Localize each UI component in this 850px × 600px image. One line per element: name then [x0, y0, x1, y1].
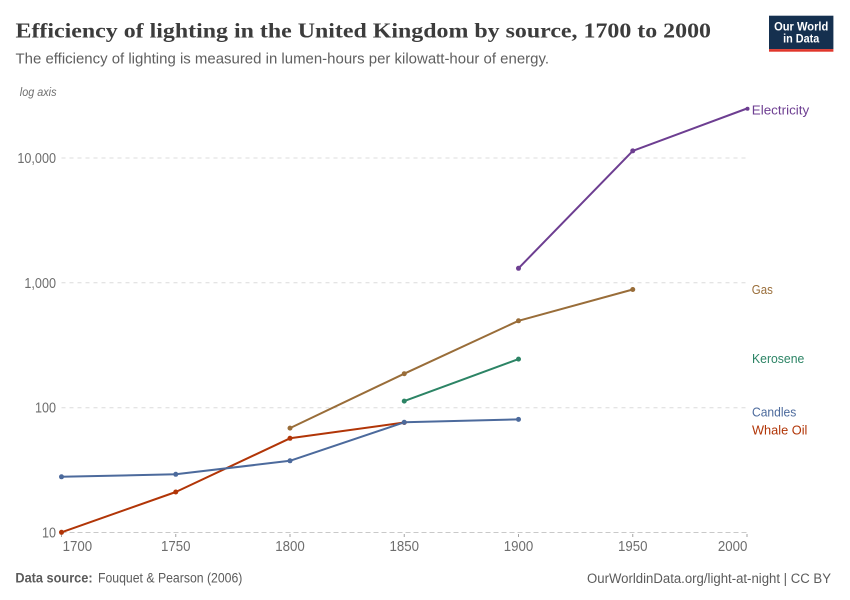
- svg-text:Candles: Candles: [752, 405, 797, 420]
- svg-text:1900: 1900: [504, 539, 534, 555]
- svg-text:10,000: 10,000: [17, 151, 56, 167]
- svg-text:OurWorldinData.org/light-at-ni: OurWorldinData.org/light-at-night | CC B…: [587, 571, 831, 586]
- svg-text:Data source:: Data source:: [15, 571, 92, 586]
- svg-text:1850: 1850: [390, 539, 420, 555]
- svg-text:in Data: in Data: [783, 32, 819, 46]
- svg-text:Efficiency of lighting in the: Efficiency of lighting in the United Kin…: [16, 19, 712, 43]
- svg-text:Electricity: Electricity: [752, 102, 810, 117]
- svg-text:100: 100: [35, 401, 56, 417]
- svg-text:Kerosene: Kerosene: [752, 351, 804, 366]
- svg-text:2000: 2000: [718, 539, 748, 555]
- svg-text:Whale Oil: Whale Oil: [752, 422, 807, 437]
- svg-text:1700: 1700: [63, 539, 93, 555]
- svg-text:Our World: Our World: [774, 19, 828, 33]
- svg-text:Fouquet & Pearson (2006): Fouquet & Pearson (2006): [98, 571, 242, 586]
- svg-text:1950: 1950: [618, 539, 648, 555]
- svg-text:1800: 1800: [275, 539, 305, 555]
- svg-text:log axis: log axis: [20, 85, 57, 99]
- svg-text:Gas: Gas: [752, 282, 773, 297]
- svg-text:1,000: 1,000: [24, 276, 56, 292]
- svg-text:10: 10: [42, 526, 56, 542]
- svg-text:The efficiency of lighting is: The efficiency of lighting is measured i…: [16, 50, 550, 67]
- svg-text:1750: 1750: [161, 539, 191, 555]
